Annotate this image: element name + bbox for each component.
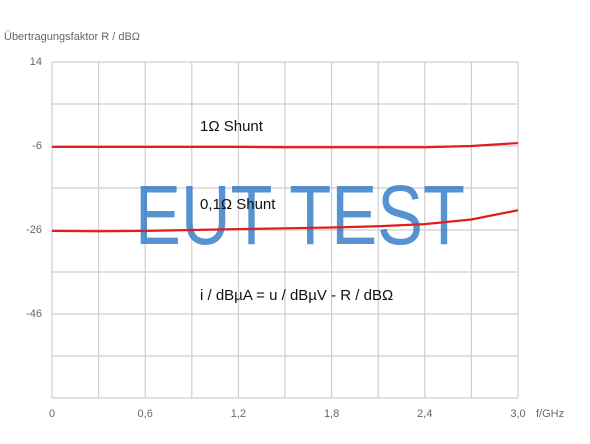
y-tick-label: -26 [26,224,42,236]
formula: i / dBµA = u / dBµV - R / dBΩ [200,287,393,304]
x-tick-label: 0,6 [138,408,153,420]
x-tick-label: 0 [49,408,55,420]
series-line [52,141,519,149]
legend-label: 1Ω Shunt [200,118,264,135]
series-line [51,209,519,233]
y-axis-label: Übertragungsfaktor R / dBΩ [4,31,140,43]
y-tick-label: -46 [26,308,42,320]
y-tick-label: 14 [30,56,42,68]
x-tick-label: 3,0 [510,408,525,420]
legend-label: 0,1Ω Shunt [200,196,276,213]
watermark: EUT TEST [135,168,465,262]
x-tick-label: 1,8 [324,408,339,420]
x-tick-label: 1,2 [231,408,246,420]
x-axis-label: f/GHz [536,408,564,420]
y-tick-label: -6 [32,140,42,152]
x-tick-label: 2,4 [417,408,432,420]
